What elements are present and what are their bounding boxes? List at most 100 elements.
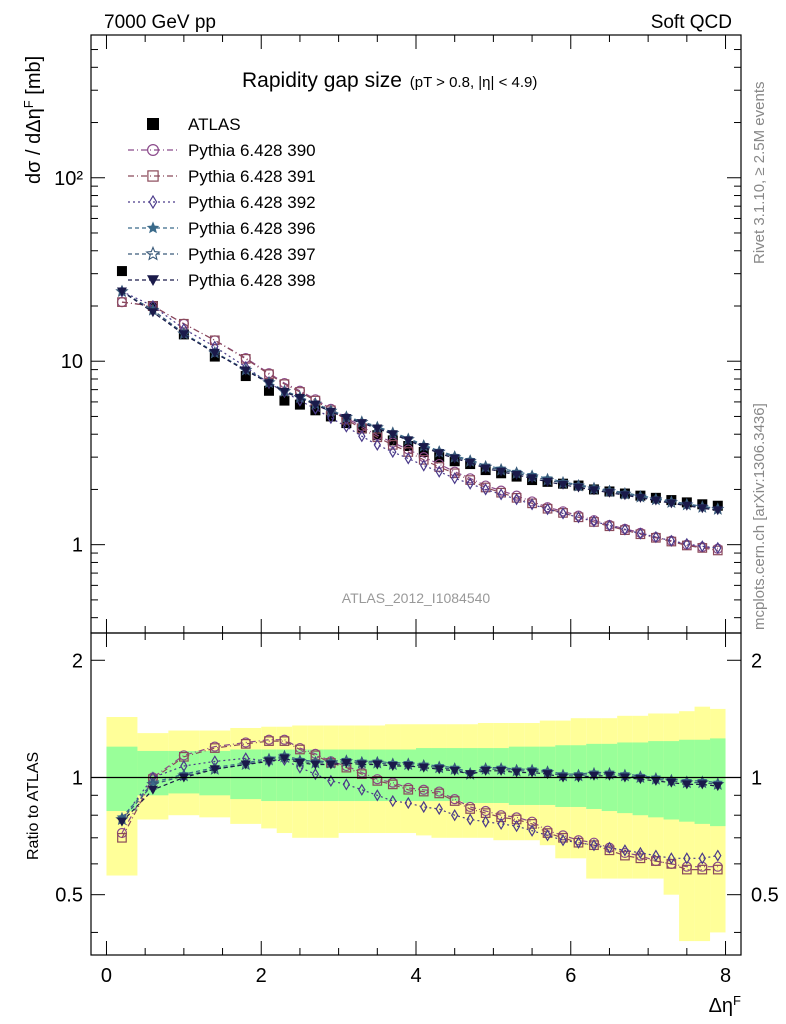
ratio-point	[512, 819, 521, 833]
ratio-point	[327, 774, 335, 788]
mc-point	[403, 447, 414, 457]
ratio-point	[311, 767, 320, 781]
ratio-point	[697, 780, 708, 790]
mc-point	[650, 496, 661, 506]
mc-point	[342, 420, 351, 433]
analysis-id-label: ATLAS_2012_I1084540	[342, 590, 491, 606]
ratio-point	[635, 853, 646, 864]
main-series-group	[115, 266, 725, 556]
mc-point	[698, 540, 707, 553]
ratio-point	[697, 864, 708, 875]
ratio-point	[683, 852, 691, 865]
ratio-point	[373, 789, 382, 802]
ratio-point	[295, 744, 305, 755]
legend-marker	[147, 144, 160, 157]
mc-point	[681, 501, 692, 511]
mc-point	[209, 335, 220, 346]
ratio-point	[666, 778, 677, 788]
ratio-line	[121, 739, 718, 868]
ratio-point	[698, 852, 707, 865]
series-pythia-6-428-397	[115, 284, 725, 515]
mc-point	[558, 480, 569, 490]
mc-point	[418, 454, 429, 465]
mc-point	[356, 419, 367, 429]
ratio-y-axis-label: Ratio to ATLAS	[25, 752, 42, 860]
mc-point	[666, 499, 677, 509]
mc-point	[403, 436, 414, 446]
ratio-y-tick-label: 1	[72, 767, 83, 789]
ratio-point	[714, 849, 722, 862]
mc-point	[512, 493, 521, 506]
mc-point	[209, 335, 220, 346]
ratio-point	[666, 859, 677, 869]
ratio-point	[496, 766, 507, 776]
ratio-point	[341, 758, 352, 768]
x-tick-label: 2	[256, 965, 267, 987]
ratio-point	[310, 760, 321, 770]
main-title: Rapidity gap size (pT > 0.8, |η| < 4.9)	[242, 69, 537, 92]
mc-point	[465, 475, 476, 485]
ratio-point	[420, 800, 428, 814]
mc-point	[116, 287, 127, 297]
mc-point	[387, 430, 398, 440]
mc-point	[465, 458, 476, 468]
mc-point	[373, 438, 382, 452]
ratio-point	[147, 785, 158, 795]
rivet-version-label: Rivet 3.1.10, ≥ 2.5M events	[751, 82, 768, 265]
ratio-point	[604, 845, 615, 856]
ratio-point	[389, 794, 397, 808]
mc-point	[527, 474, 538, 484]
series-pythia-6-428-398	[116, 287, 723, 516]
ratio-point	[209, 765, 220, 775]
x-axis-label: ΔηF	[709, 993, 741, 1018]
mc-point	[147, 308, 158, 318]
mc-point	[511, 470, 522, 480]
main-title-cuts: (pT > 0.8, |η| < 4.9)	[410, 74, 538, 91]
ratio-point	[325, 760, 336, 770]
data-point	[310, 405, 321, 416]
legend-label: Pythia 6.428 391	[188, 167, 316, 186]
inner-band-bin	[416, 748, 432, 802]
inner-band-bin	[261, 749, 277, 802]
mc-point	[528, 498, 536, 511]
legend-label: ATLAS	[188, 115, 241, 134]
series-pythia-6-428-390	[116, 296, 723, 554]
mc-point	[621, 523, 629, 536]
mc-point	[310, 400, 321, 410]
series-line	[121, 301, 718, 550]
mc-point	[496, 467, 507, 477]
ratio-point	[356, 769, 367, 779]
ratio-point	[449, 766, 460, 776]
mc-point	[588, 486, 599, 496]
ratio-point	[296, 761, 304, 774]
mc-point	[697, 504, 708, 514]
main-title-text: Rapidity gap size	[242, 69, 402, 92]
ratio-point	[264, 736, 274, 746]
mc-point	[480, 464, 491, 474]
ratio-point	[434, 765, 445, 775]
ratio-point	[681, 780, 692, 790]
ratio-uncertainty-bands	[106, 706, 726, 942]
mc-point	[404, 452, 412, 465]
ratio-y-tick-label: 2	[72, 650, 83, 672]
ratio-point	[604, 771, 615, 781]
ratio-point	[279, 736, 290, 746]
main-y-tick-label: 10	[61, 351, 83, 373]
mc-point	[263, 379, 274, 389]
mc-point	[636, 527, 645, 540]
ratio-point	[418, 786, 429, 797]
ratio-point	[358, 783, 366, 796]
ratio-point	[404, 796, 412, 810]
main-y-axis-label: dσ / dΔηF [mb]	[21, 56, 46, 184]
mc-point	[481, 483, 490, 496]
ratio-point	[480, 766, 491, 776]
ratio-point	[418, 763, 429, 773]
series-line	[121, 290, 718, 549]
mc-point	[667, 534, 676, 547]
ratio-point	[240, 739, 251, 749]
ratio-point	[712, 782, 723, 792]
ratio-point	[465, 804, 476, 814]
ratio-point	[511, 814, 522, 825]
ratio-point	[387, 779, 398, 790]
mc-point	[573, 483, 584, 493]
